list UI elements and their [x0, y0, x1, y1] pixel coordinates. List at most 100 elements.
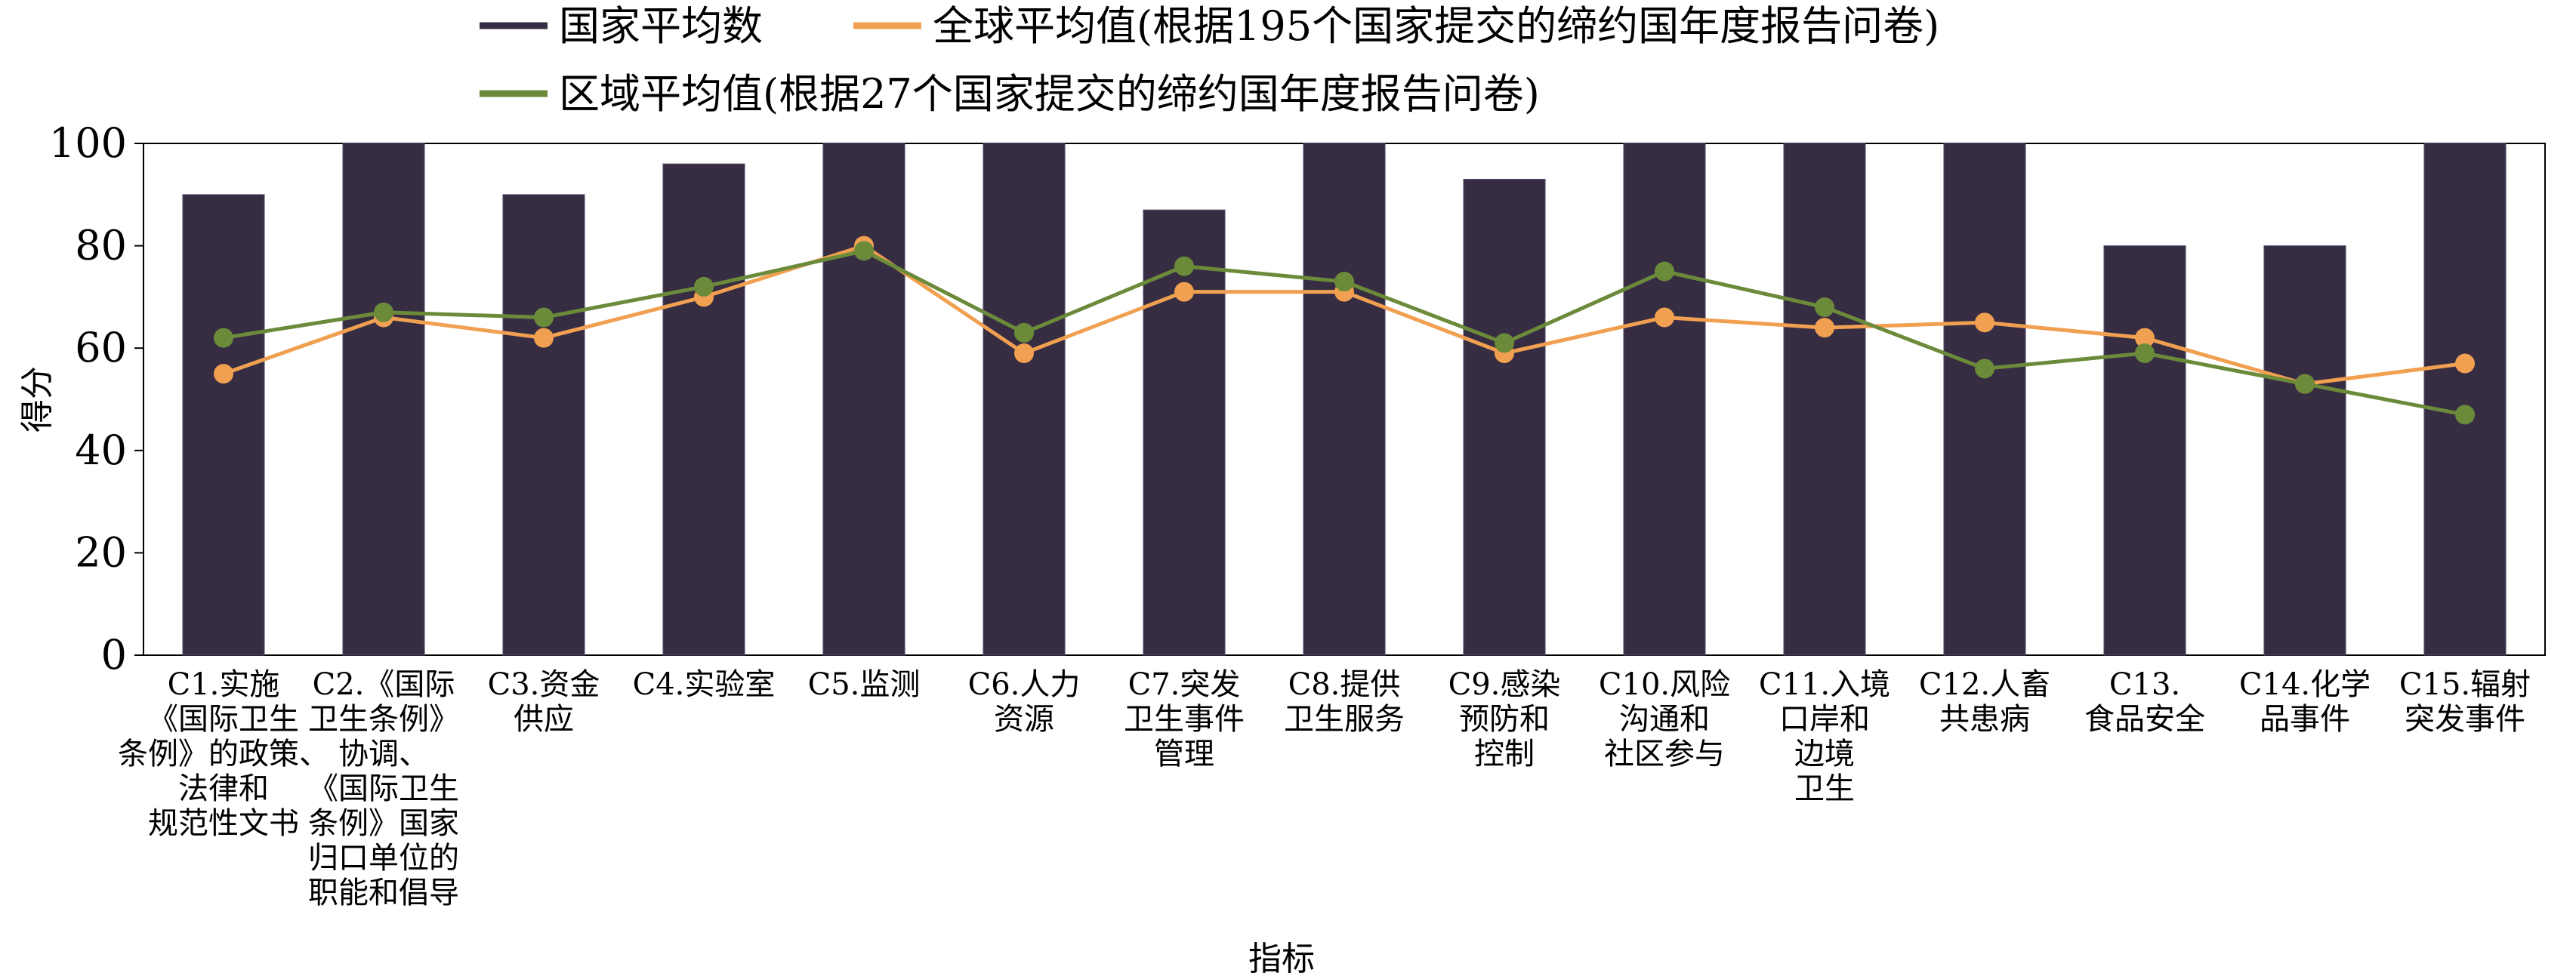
bar	[1943, 143, 2026, 656]
data-point	[1174, 256, 1194, 276]
data-point	[1174, 282, 1194, 302]
bar	[342, 143, 425, 656]
legend-label: 区域平均值(根据27个国家提交的缔约国年度报告问卷)	[559, 70, 1540, 118]
x-tick-label: C13.食品安全	[2084, 667, 2205, 737]
data-point	[534, 328, 554, 348]
data-point	[2135, 343, 2155, 363]
bar	[1303, 143, 1386, 656]
data-point	[854, 241, 874, 261]
bar	[1623, 143, 1706, 656]
x-axis-title: 指标	[1248, 940, 1315, 978]
x-tick-label-line: C10.风险	[1599, 667, 1730, 702]
x-tick-label-line: 职能和倡导	[308, 876, 459, 910]
y-tick-label: 0	[101, 631, 127, 679]
data-point	[1014, 343, 1034, 363]
x-tick-label-line: C6.人力	[968, 667, 1081, 702]
y-axis-title: 得分	[18, 366, 57, 433]
bar	[822, 143, 905, 656]
x-tick-label-line: 协调、	[338, 737, 429, 771]
x-tick-label-line: 沟通和	[1619, 702, 1710, 737]
y-axis: 0 20 40 60 80 100	[49, 119, 143, 679]
x-tick-label-line: 法律和	[178, 771, 269, 806]
x-tick-label-line: 归口单位的	[308, 841, 459, 876]
x-tick-label-line: C2.《国际	[313, 667, 455, 702]
x-tick-label-line: C7.突发	[1128, 667, 1241, 702]
legend: 国家平均数 全球平均值(根据195个国家提交的缔约国年度报告问卷) 区域平均值(根据…	[480, 2, 1939, 118]
x-tick-label-line: C13.	[2109, 667, 2180, 702]
x-tick-label-line: 突发事件	[2405, 702, 2525, 737]
data-point	[694, 276, 714, 297]
data-point	[1815, 297, 1834, 317]
legend-item: 区域平均值(根据27个国家提交的缔约国年度报告问卷)	[480, 70, 1540, 118]
bar	[2103, 245, 2186, 656]
x-tick-label-line: 口岸和	[1779, 702, 1870, 737]
data-point	[1975, 312, 1994, 333]
x-tick-label-line: 卫生条例》	[308, 702, 459, 737]
plot-area	[143, 143, 2546, 656]
data-point	[1014, 322, 1034, 343]
x-tick-label-line: 资源	[994, 702, 1054, 737]
data-point	[2135, 328, 2155, 348]
x-tick-label-line: 预防和	[1459, 702, 1550, 737]
bar-series	[182, 143, 2507, 656]
x-tick-label-line: C9.感染	[1448, 667, 1561, 702]
x-tick-label-line: 边境	[1794, 737, 1855, 771]
x-tick-label-line: C12.人畜	[1919, 667, 2050, 702]
x-tick-label: C4.实验室	[633, 667, 776, 702]
legend-label: 全球平均值(根据195个国家提交的缔约国年度报告问卷)	[933, 2, 1939, 50]
x-tick-label-line: C11.入境	[1759, 667, 1890, 702]
legend-item: 国家平均数	[480, 2, 763, 50]
data-point	[1975, 359, 1994, 379]
line-series	[214, 236, 2475, 425]
x-tick-label-line: 社区参与	[1604, 737, 1725, 771]
data-point	[1815, 318, 1834, 338]
x-axis: C1.实施《国际卫生条例》的政策、法律和规范性文书C2.《国际卫生条例》协调、《…	[118, 667, 2531, 910]
bar	[2423, 143, 2507, 656]
x-tick-label-line: 卫生事件	[1124, 702, 1245, 737]
y-tick-label: 20	[75, 528, 127, 576]
data-point	[1334, 272, 1354, 292]
data-point	[534, 307, 554, 328]
data-point	[2455, 353, 2475, 374]
x-tick-label-line: 条例》的政策、	[118, 737, 329, 771]
x-tick-label-line: 条例》国家	[308, 806, 459, 841]
x-tick-label-line: 品事件	[2260, 702, 2350, 737]
y-tick-label: 40	[75, 426, 127, 474]
x-tick-label-line: 《国际卫生	[148, 702, 299, 737]
data-point	[2455, 405, 2475, 425]
x-tick-label-line: C4.实验室	[633, 667, 776, 702]
data-point	[214, 328, 233, 348]
data-point	[1495, 333, 1514, 353]
data-point	[374, 302, 393, 322]
x-tick-label-line: C14.化学	[2239, 667, 2371, 702]
x-tick-label-line: C3.资金	[488, 667, 600, 702]
x-tick-label-line: 食品安全	[2084, 702, 2205, 737]
x-tick-label-line: 控制	[1474, 737, 1535, 771]
x-tick-label-line: 管理	[1154, 737, 1214, 771]
data-point	[2295, 374, 2315, 394]
x-tick-label-line: 卫生	[1794, 771, 1855, 806]
x-tick-label-line: 供应	[514, 702, 574, 737]
x-tick-label-line: 规范性文书	[148, 806, 299, 841]
global-average-series	[214, 236, 2475, 394]
bar	[502, 194, 585, 656]
x-tick-label-line: 卫生服务	[1284, 702, 1405, 737]
data-point	[1655, 307, 1674, 328]
bar	[182, 194, 265, 656]
legend-label: 国家平均数	[559, 2, 763, 50]
y-tick-label: 60	[75, 324, 127, 371]
data-point	[214, 364, 233, 384]
bar	[662, 163, 745, 656]
bar	[983, 143, 1066, 656]
bar	[1463, 178, 1546, 656]
x-tick-label-line: 共患病	[1939, 702, 2030, 737]
